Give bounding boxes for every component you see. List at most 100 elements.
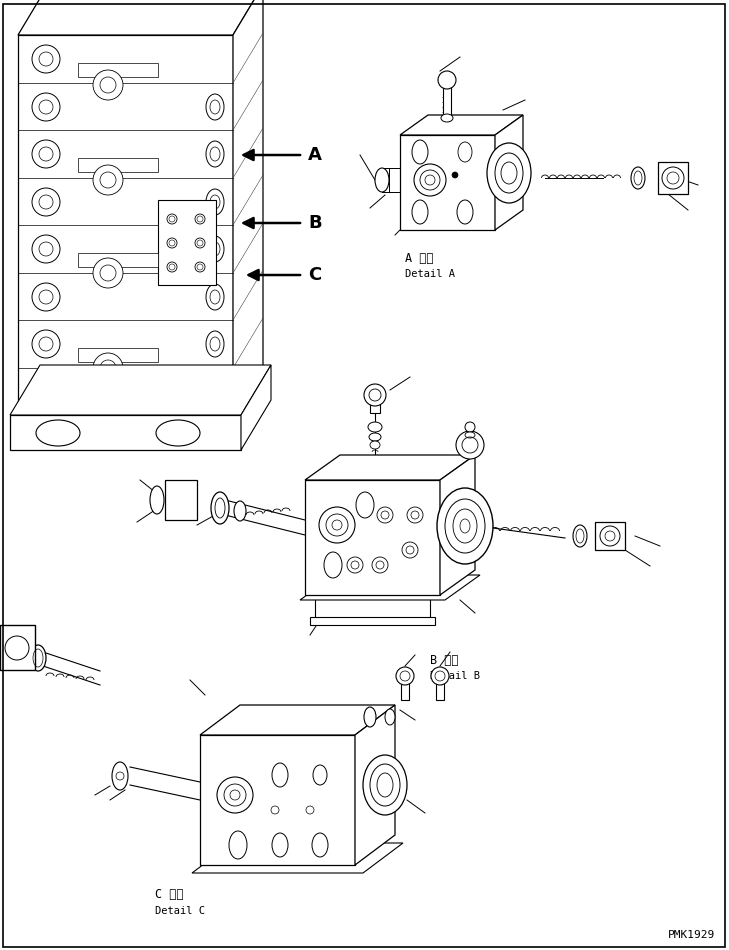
Ellipse shape: [30, 645, 46, 671]
Ellipse shape: [369, 433, 381, 441]
Circle shape: [438, 71, 456, 89]
Ellipse shape: [458, 142, 472, 162]
Ellipse shape: [457, 200, 473, 224]
Ellipse shape: [412, 200, 428, 224]
Ellipse shape: [272, 833, 288, 857]
Polygon shape: [400, 115, 523, 135]
Ellipse shape: [385, 709, 395, 725]
Polygon shape: [10, 365, 271, 415]
Circle shape: [93, 165, 123, 195]
Bar: [658, 162, 688, 194]
Bar: [165, 480, 197, 520]
Circle shape: [32, 378, 60, 406]
Circle shape: [431, 667, 449, 685]
Polygon shape: [305, 480, 440, 595]
Ellipse shape: [437, 488, 493, 564]
Text: Detail C: Detail C: [155, 906, 205, 916]
Text: B 詳細: B 詳細: [430, 654, 459, 667]
Polygon shape: [440, 455, 475, 595]
Circle shape: [93, 258, 123, 288]
Text: C 詳細: C 詳細: [155, 888, 184, 902]
Circle shape: [93, 70, 123, 100]
Bar: [78, 348, 158, 362]
Bar: [443, 87, 451, 115]
Circle shape: [93, 353, 123, 383]
Ellipse shape: [324, 552, 342, 578]
Polygon shape: [400, 135, 495, 230]
Polygon shape: [18, 0, 263, 35]
Ellipse shape: [206, 236, 224, 262]
Text: Detail B: Detail B: [430, 671, 480, 681]
Ellipse shape: [156, 420, 200, 446]
Ellipse shape: [465, 432, 475, 438]
Circle shape: [32, 140, 60, 168]
Text: Detail A: Detail A: [405, 269, 455, 279]
Bar: [158, 200, 216, 285]
Ellipse shape: [631, 167, 645, 189]
Circle shape: [32, 188, 60, 216]
Ellipse shape: [487, 143, 531, 203]
Bar: [436, 680, 444, 700]
Text: A: A: [308, 146, 322, 164]
Circle shape: [407, 507, 423, 523]
Circle shape: [452, 172, 458, 178]
Ellipse shape: [112, 762, 128, 790]
Circle shape: [402, 542, 418, 558]
Bar: [0, 625, 35, 670]
Ellipse shape: [206, 284, 224, 310]
Polygon shape: [192, 843, 403, 873]
Circle shape: [32, 283, 60, 311]
Ellipse shape: [206, 379, 224, 405]
Ellipse shape: [206, 189, 224, 215]
Circle shape: [347, 557, 363, 573]
Ellipse shape: [412, 140, 428, 164]
Ellipse shape: [368, 422, 382, 432]
Bar: [78, 63, 158, 77]
Bar: [370, 388, 380, 413]
Polygon shape: [305, 455, 475, 480]
Ellipse shape: [36, 420, 80, 446]
Circle shape: [364, 384, 386, 406]
Ellipse shape: [312, 833, 328, 857]
Ellipse shape: [356, 492, 374, 518]
Circle shape: [32, 330, 60, 358]
Text: PMK1929: PMK1929: [668, 930, 715, 940]
Bar: [10, 415, 241, 450]
Circle shape: [32, 93, 60, 121]
Ellipse shape: [441, 114, 453, 122]
Polygon shape: [18, 35, 233, 415]
Polygon shape: [200, 735, 355, 865]
Text: B: B: [308, 214, 321, 232]
Ellipse shape: [573, 525, 587, 547]
Ellipse shape: [211, 492, 229, 524]
Bar: [310, 617, 435, 625]
Bar: [78, 158, 158, 172]
Circle shape: [32, 45, 60, 73]
Ellipse shape: [206, 331, 224, 357]
Ellipse shape: [150, 486, 164, 514]
Ellipse shape: [229, 831, 247, 859]
Ellipse shape: [364, 707, 376, 727]
Text: C: C: [308, 266, 321, 284]
Polygon shape: [495, 115, 523, 230]
Ellipse shape: [234, 501, 246, 521]
Ellipse shape: [370, 441, 380, 449]
Polygon shape: [241, 365, 271, 450]
Polygon shape: [233, 0, 263, 415]
Circle shape: [377, 507, 393, 523]
Circle shape: [319, 507, 355, 543]
Ellipse shape: [363, 755, 407, 815]
Ellipse shape: [375, 168, 389, 192]
Polygon shape: [200, 705, 395, 735]
Bar: [595, 522, 625, 550]
Circle shape: [465, 422, 475, 432]
Circle shape: [32, 235, 60, 263]
Circle shape: [372, 557, 388, 573]
Text: A 詳細: A 詳細: [405, 252, 434, 264]
Ellipse shape: [206, 141, 224, 167]
Circle shape: [414, 164, 446, 196]
Circle shape: [456, 431, 484, 459]
Ellipse shape: [313, 765, 327, 785]
Bar: [401, 680, 409, 700]
Polygon shape: [300, 575, 480, 600]
